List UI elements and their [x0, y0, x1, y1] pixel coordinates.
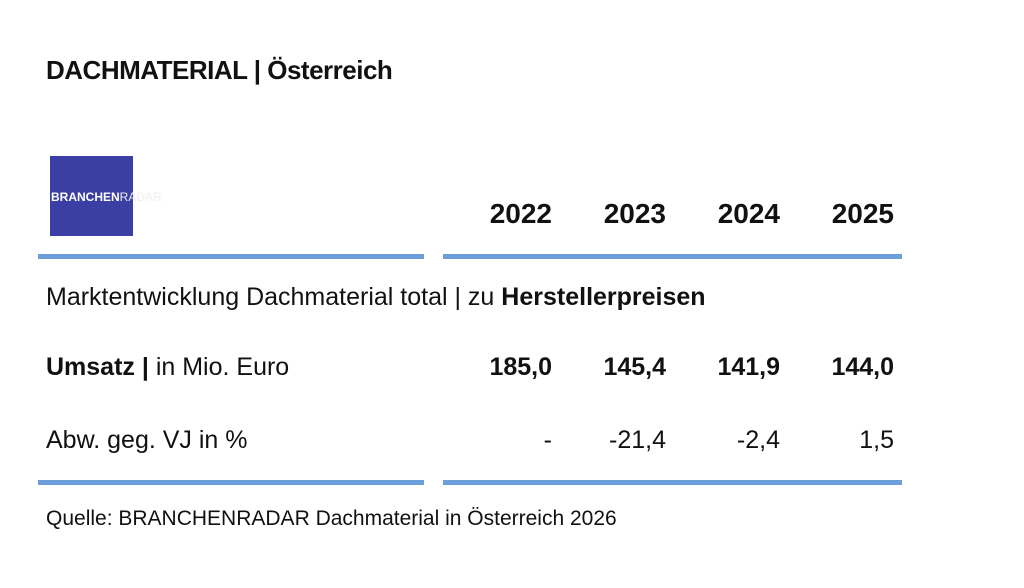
row-label-text: in Mio. Euro	[155, 353, 290, 381]
column-header: 2023	[603, 198, 666, 229]
section-text: Marktentwicklung Dachmaterial total | zu	[46, 283, 495, 311]
cell: 1,5	[859, 426, 894, 454]
column-header: 2024	[717, 198, 780, 229]
column-header: 2022	[489, 198, 552, 229]
cell: 141,9	[717, 353, 780, 381]
cell: -2,4	[736, 426, 780, 454]
logo-text: BRANCHENRADAR	[51, 190, 162, 204]
row-label-bold: Umsatz |	[46, 353, 149, 381]
cell: 144,0	[831, 353, 894, 381]
rule	[38, 480, 424, 485]
section-bold: Herstellerpreisen	[501, 283, 706, 311]
row-label: Abw. geg. VJ in %	[46, 426, 248, 454]
column-header: 2025	[831, 198, 894, 229]
title: DACHMATERIAL | Österreich	[46, 55, 393, 85]
source: Quelle: BRANCHENRADAR Dachmaterial in Ös…	[46, 507, 617, 530]
cell: 185,0	[489, 353, 552, 381]
logo	[50, 156, 133, 236]
rule	[443, 480, 902, 485]
logo-part2: RADAR	[119, 190, 162, 204]
cell: -21,4	[609, 426, 666, 454]
section-heading: Marktentwicklung Dachmaterial total | zu…	[46, 283, 706, 312]
rule	[38, 254, 424, 259]
cell: 145,4	[603, 353, 666, 381]
row-label: Umsatz | in Mio. Euro	[46, 353, 289, 382]
logo-part1: BRANCHEN	[51, 190, 120, 204]
rule	[443, 254, 902, 259]
cell: -	[543, 426, 552, 454]
